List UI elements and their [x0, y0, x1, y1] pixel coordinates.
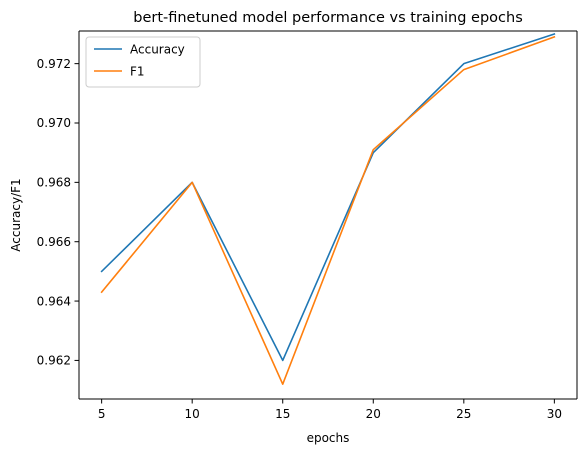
series-layer: [100, 32, 556, 385]
y-axis-ticks: 0.962 0.964 0.966 0.968 0.970 0.972: [37, 57, 79, 368]
y-tick-label: 0.972: [37, 57, 71, 71]
y-axis-label: Accuracy/F1: [9, 178, 23, 251]
chart-title: bert-finetuned model performance vs trai…: [133, 10, 523, 26]
x-axis-label: epochs: [307, 431, 350, 445]
y-tick-label: 0.966: [37, 235, 71, 249]
series-line-f1: [100, 35, 556, 385]
legend-label-accuracy: Accuracy: [130, 42, 185, 56]
legend: Accuracy F1: [85, 36, 201, 88]
axes-frame: [78, 30, 578, 400]
y-tick-label: 0.964: [37, 294, 71, 308]
y-tick-label: 0.962: [37, 354, 71, 368]
x-tick-label: 30: [547, 407, 562, 421]
y-tick-label: 0.968: [37, 176, 71, 190]
x-axis-ticks: 5 10 15 20 25 30: [98, 399, 562, 421]
x-tick-label: 5: [98, 407, 106, 421]
series-line-accuracy: [100, 32, 556, 362]
x-tick-label: 15: [275, 407, 290, 421]
x-tick-label: 20: [366, 407, 381, 421]
y-tick-label: 0.970: [37, 116, 71, 130]
plot-area: [79, 31, 577, 399]
x-tick-label: 10: [185, 407, 200, 421]
x-tick-label: 25: [456, 407, 471, 421]
legend-label-f1: F1: [130, 64, 145, 78]
